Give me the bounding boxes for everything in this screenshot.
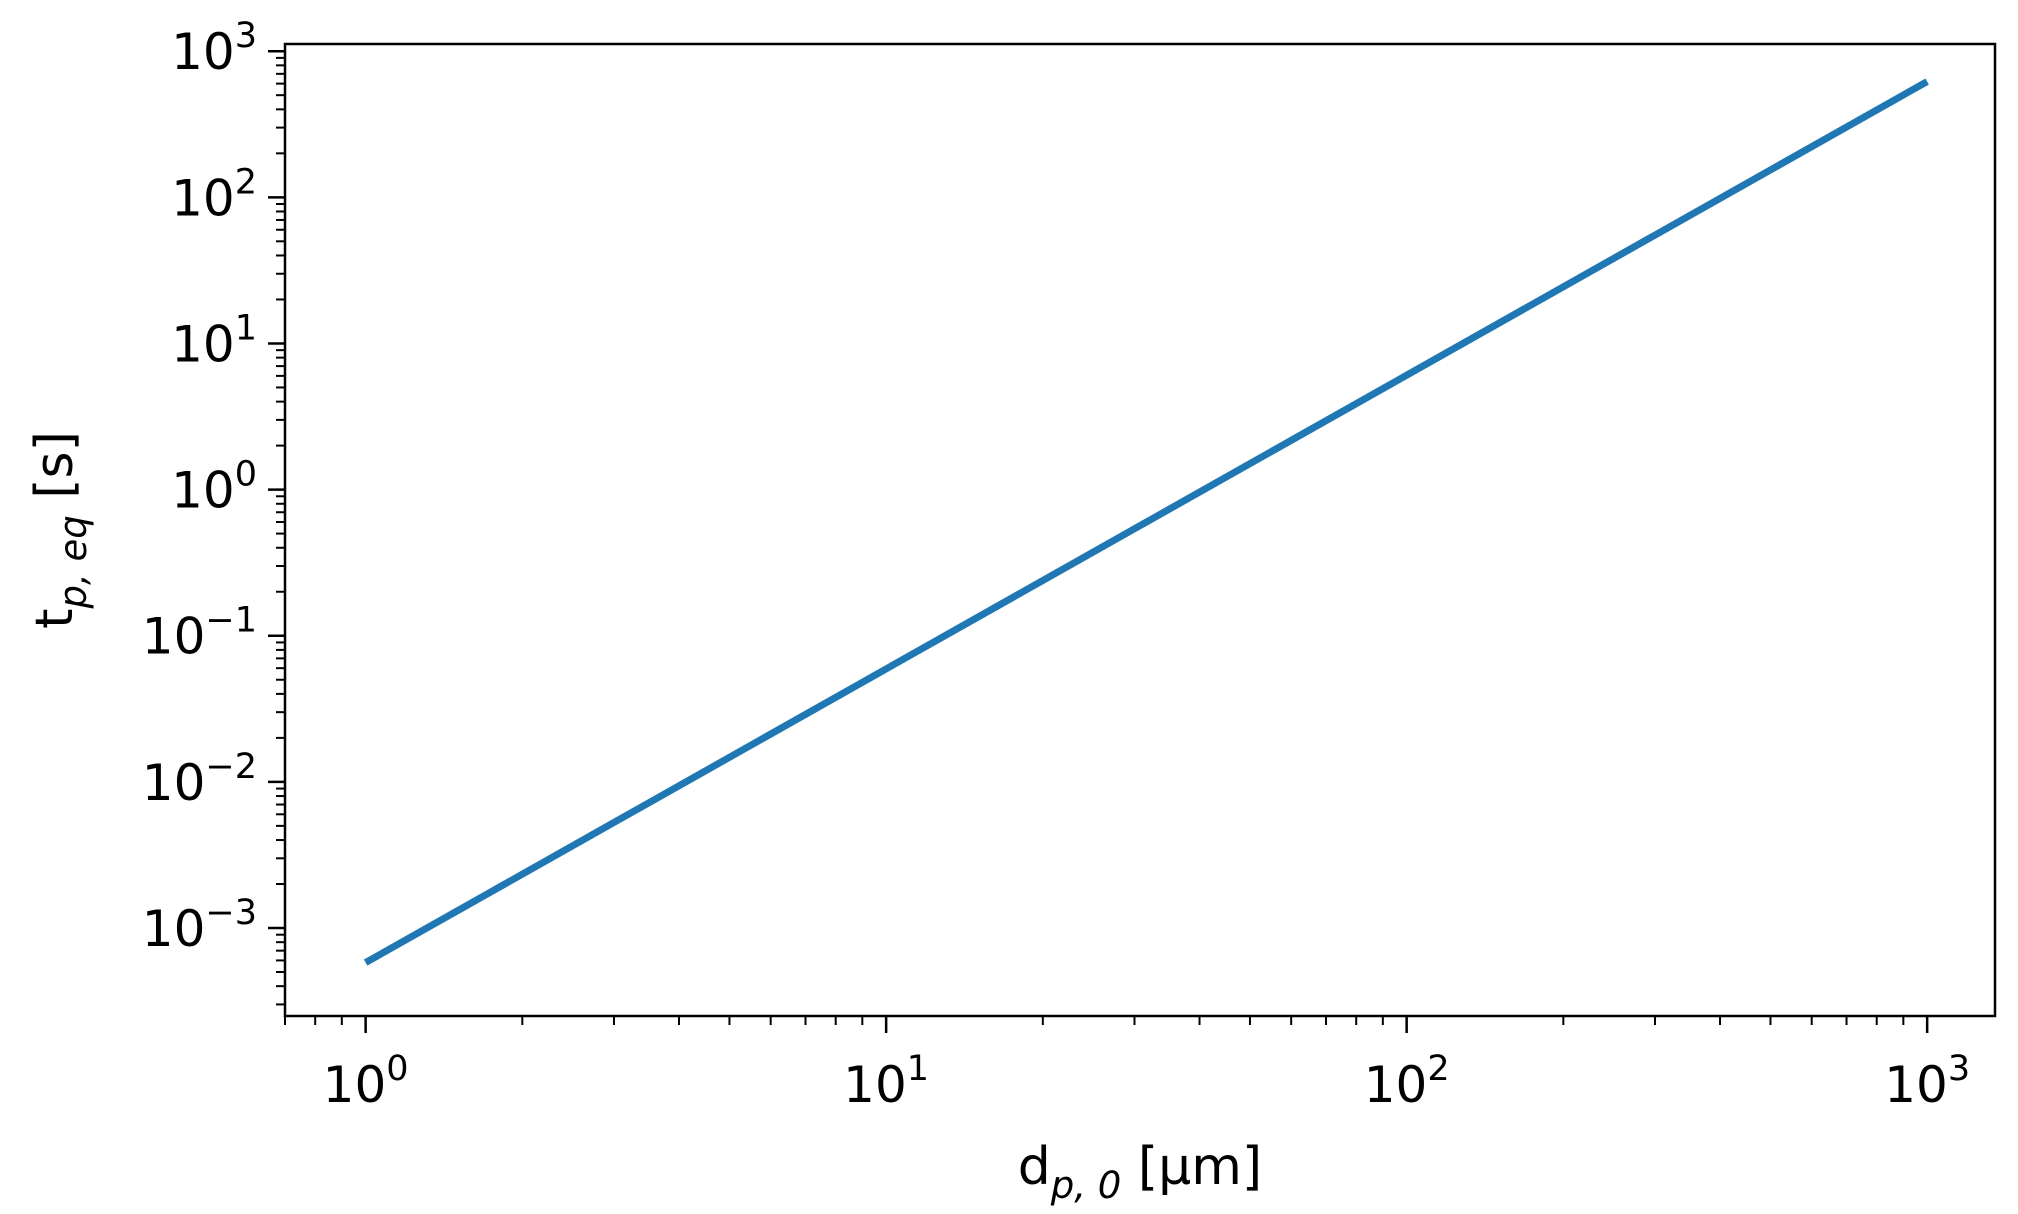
x-tick-label-exponent: 1 (907, 1049, 929, 1089)
y-tick-label-base: 10 (142, 608, 206, 666)
y-tick-label: 103 (171, 16, 257, 81)
x-tick-label-base: 10 (1884, 1056, 1948, 1114)
y-tick-label-base: 10 (171, 462, 235, 520)
x-tick-label: 100 (323, 1049, 409, 1114)
x-tick-label-base: 10 (323, 1056, 387, 1114)
major-ticks (268, 49, 1929, 1033)
y-axis-label-unit: [s] (25, 431, 85, 515)
y-tick-label-base: 10 (142, 900, 206, 958)
x-tick-label-exponent: 3 (1948, 1049, 1970, 1089)
x-axis-label: dp, 0 [μm] (1018, 1137, 1262, 1207)
y-tick-label-base: 10 (171, 315, 235, 373)
x-tick-label-exponent: 0 (386, 1049, 408, 1089)
y-tick-label-exponent: 3 (235, 16, 257, 56)
y-tick-label-exponent: 2 (235, 162, 257, 202)
x-tick-label: 101 (843, 1049, 929, 1114)
y-tick-label-exponent: 1 (235, 308, 257, 348)
y-tick-label: 10−3 (142, 893, 257, 958)
series-line (363, 78, 1929, 966)
y-tick-label: 100 (171, 455, 257, 520)
x-tick-label: 103 (1884, 1049, 1970, 1114)
x-axis-label-unit: [μm] (1121, 1137, 1262, 1197)
y-tick-label: 10−2 (142, 747, 257, 812)
y-tick-label-exponent: −1 (205, 601, 257, 641)
minor-ticks (276, 56, 1905, 1025)
y-tick-label: 102 (171, 162, 257, 227)
y-tick-label-base: 10 (171, 169, 235, 227)
series-layer (363, 78, 1929, 966)
y-tick-label: 10−1 (142, 601, 257, 666)
x-tick-label-base: 10 (1364, 1056, 1428, 1114)
y-tick-label: 101 (171, 308, 257, 373)
plot-frame (283, 42, 1997, 1018)
x-axis-label-subscript: p, 0 (1050, 1164, 1122, 1207)
y-tick-label-exponent: −3 (205, 893, 257, 933)
y-axis-label: tp, eq [s] (25, 431, 95, 629)
y-tick-label-exponent: 0 (235, 455, 257, 495)
x-tick-label: 102 (1364, 1049, 1450, 1114)
y-tick-label-base: 10 (171, 23, 235, 81)
x-axis-label-base: d (1018, 1137, 1051, 1197)
x-tick-label-base: 10 (843, 1056, 907, 1114)
y-axis-label-subscript: p, eq (52, 515, 95, 609)
y-tick-label-base: 10 (142, 754, 206, 812)
y-tick-label-exponent: −2 (205, 747, 257, 787)
y-axis-label-base: t (25, 609, 85, 629)
x-tick-label-exponent: 2 (1427, 1049, 1449, 1089)
